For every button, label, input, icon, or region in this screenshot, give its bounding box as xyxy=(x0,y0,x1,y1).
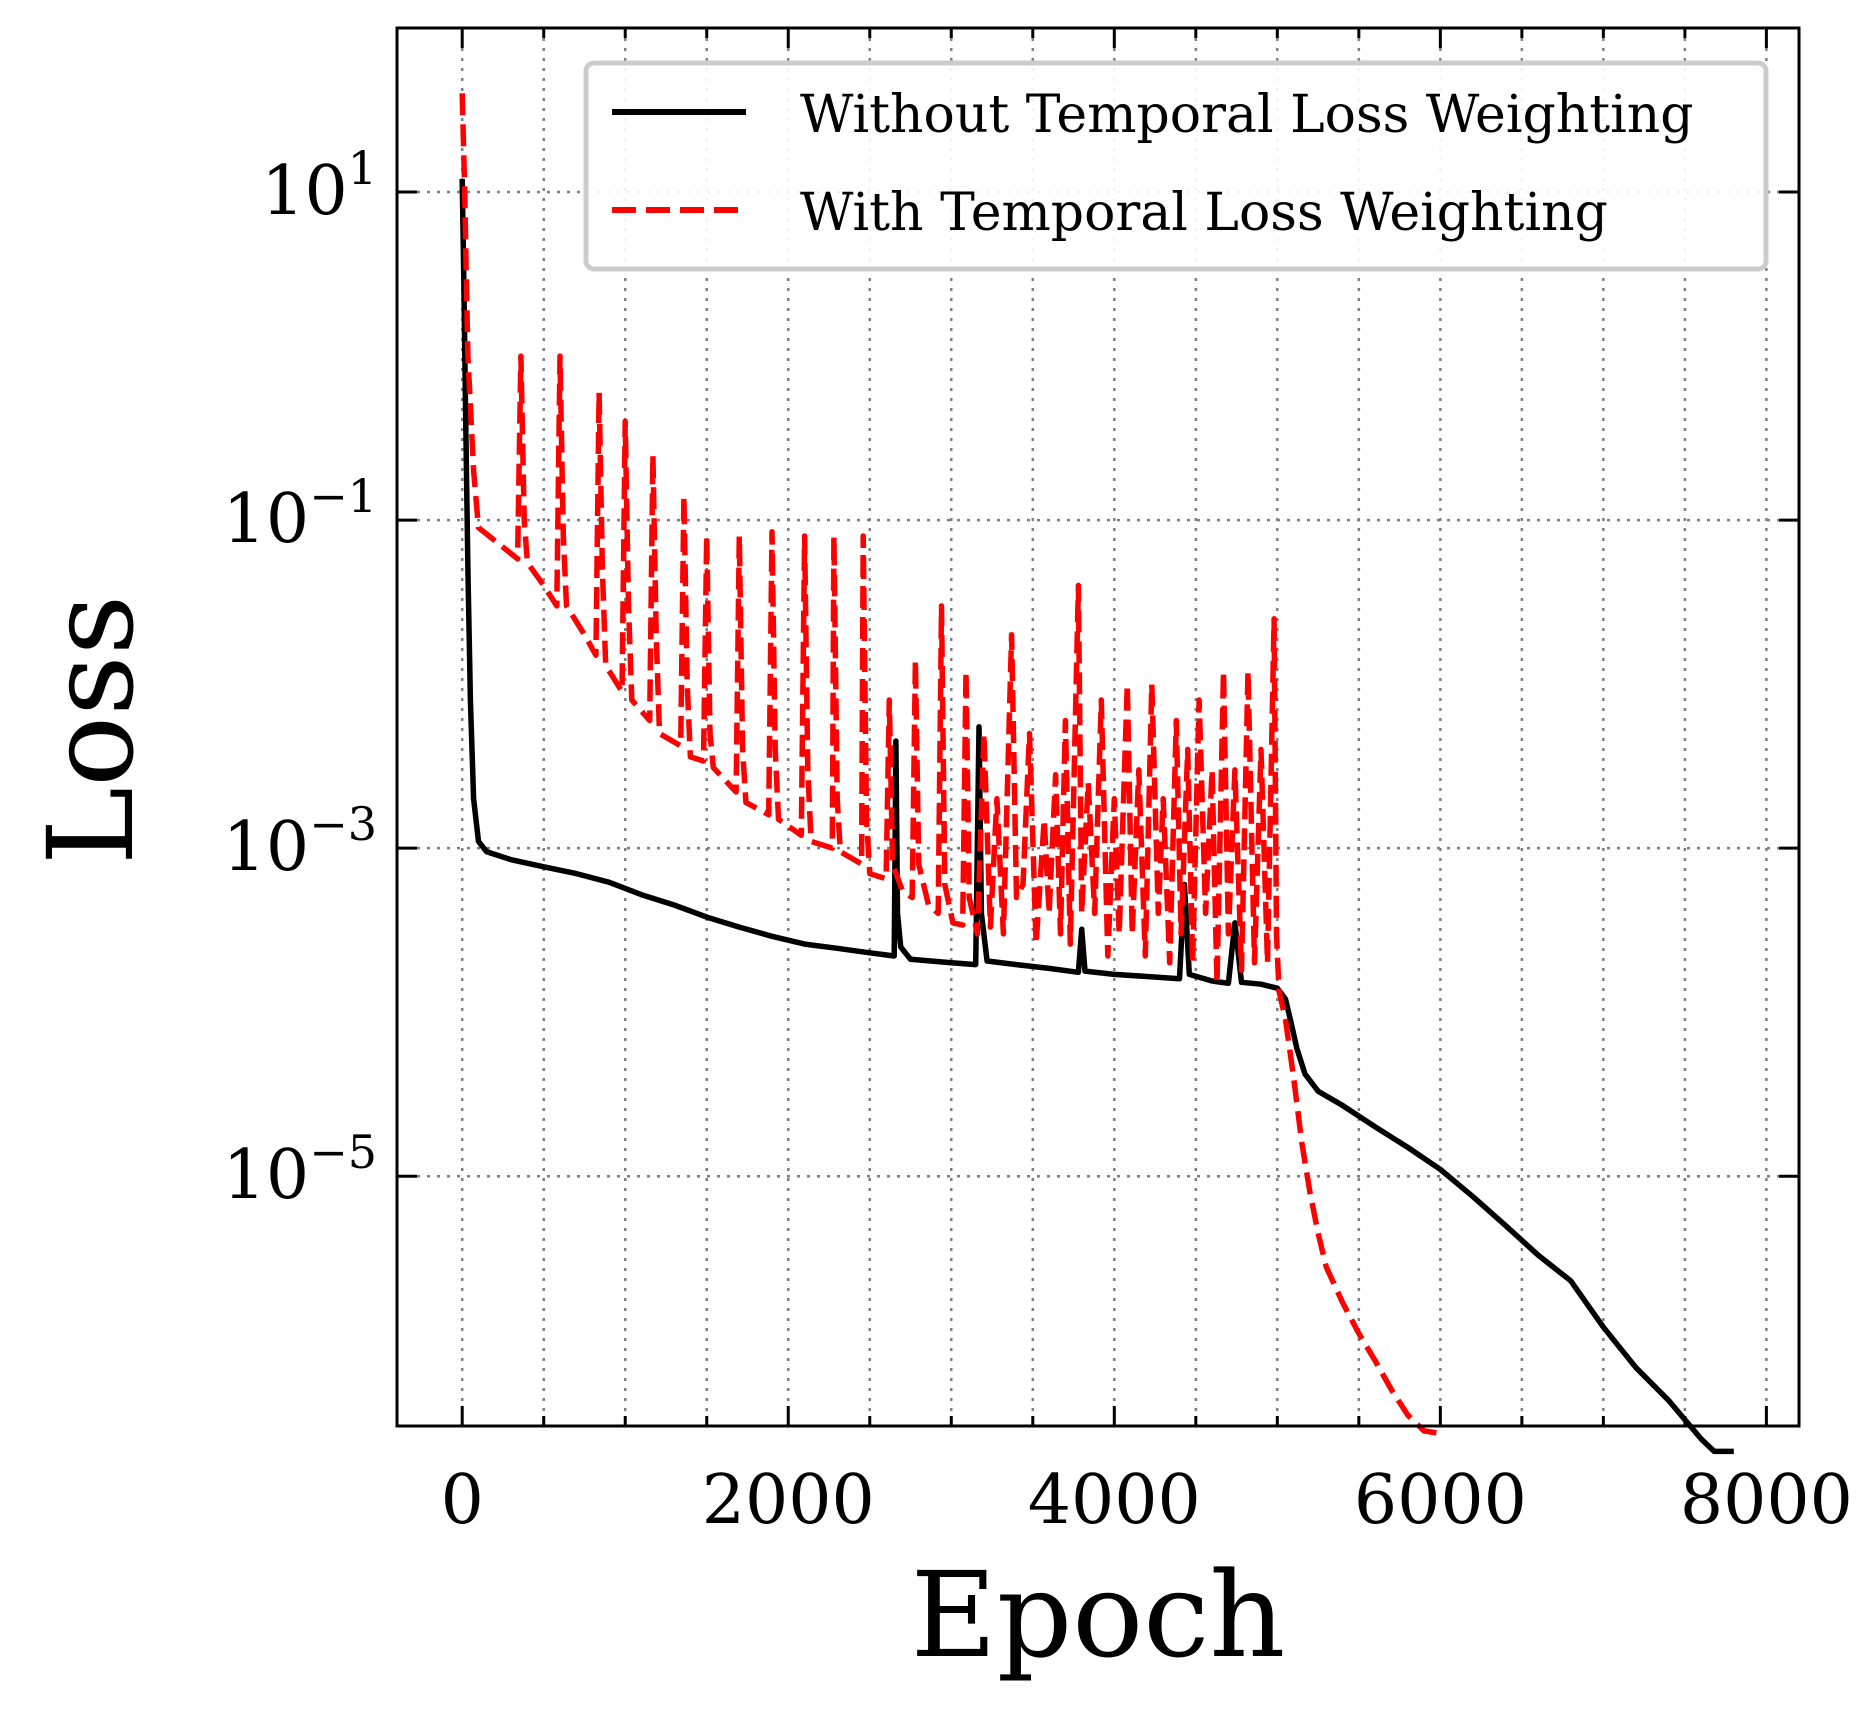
x-tick-label: 4000 xyxy=(1028,1461,1201,1540)
legend-box xyxy=(583,60,1769,272)
x-tick-label: 8000 xyxy=(1680,1461,1853,1540)
legend: Without Temporal Loss Weighting With Tem… xyxy=(583,60,1769,272)
x-tick-label: 2000 xyxy=(702,1461,875,1540)
legend-label-with: With Temporal Loss Weighting xyxy=(800,183,1608,243)
x-axis-title: Epoch xyxy=(911,1546,1286,1684)
x-tick-label: 0 xyxy=(441,1461,484,1540)
x-tick-label: 6000 xyxy=(1354,1461,1527,1540)
y-tick-label: 10−5 xyxy=(223,1125,377,1215)
y-tick-label: 10−1 xyxy=(223,469,377,559)
y-tick-label: 101 xyxy=(261,141,377,231)
plot-lines xyxy=(459,93,1734,1455)
series-line-with-weighting xyxy=(459,93,1441,1437)
x-tick-labels: 0 2000 4000 6000 8000 xyxy=(441,1461,1853,1540)
y-tick-labels: 101 10−1 10−3 10−5 xyxy=(223,141,377,1215)
plot-frame xyxy=(395,26,1801,1428)
legend-label-without: Without Temporal Loss Weighting xyxy=(800,85,1694,145)
series-line-without-weighting xyxy=(459,178,1734,1455)
y-axis-title: Loss xyxy=(22,595,160,866)
axis-ticks xyxy=(397,28,1799,1426)
y-tick-label: 10−3 xyxy=(223,797,377,887)
